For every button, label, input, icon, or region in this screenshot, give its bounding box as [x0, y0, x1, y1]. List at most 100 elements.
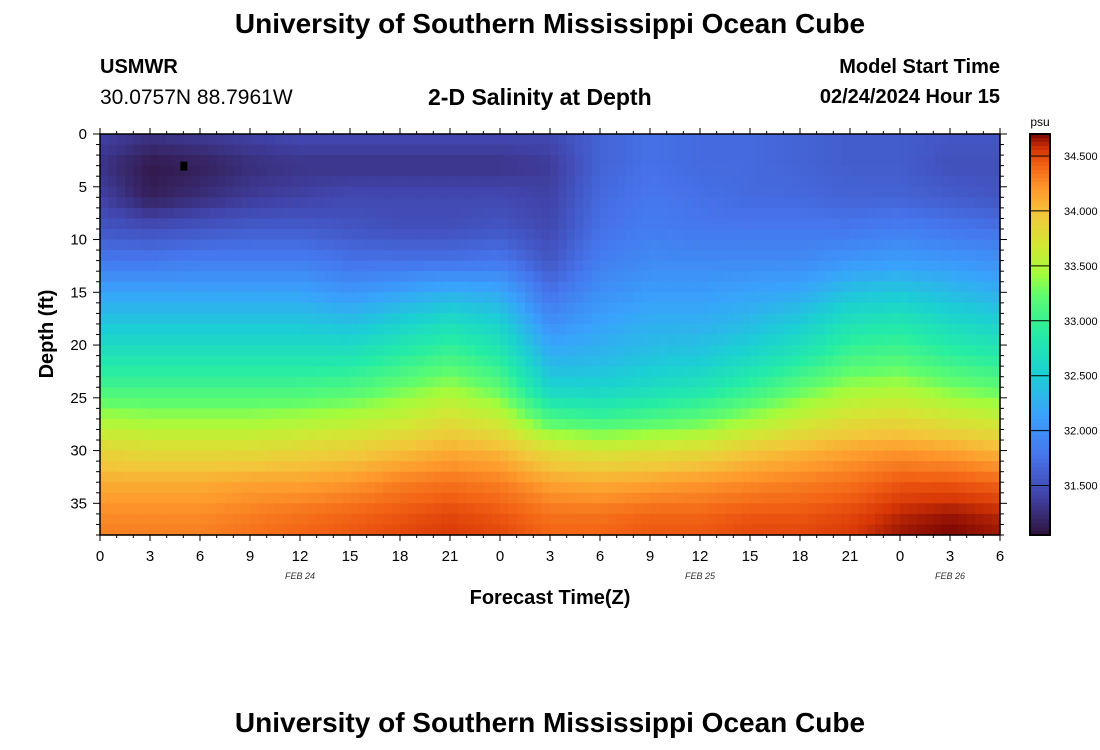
heatmap-cell — [500, 207, 509, 220]
heatmap-cell — [375, 376, 384, 388]
heatmap-cell — [683, 186, 693, 198]
heatmap-cell — [275, 366, 284, 378]
heatmap-cell — [683, 345, 693, 357]
heatmap-cell — [116, 292, 126, 304]
heatmap-cell — [850, 397, 859, 409]
heatmap-cell — [325, 513, 334, 526]
heatmap-cell — [866, 345, 876, 357]
heatmap-cell — [983, 186, 993, 198]
heatmap-cell — [308, 450, 318, 462]
heatmap-cell — [108, 376, 118, 388]
heatmap-cell — [433, 492, 443, 504]
heatmap-cell — [725, 176, 734, 188]
heatmap-cell — [866, 250, 876, 262]
heatmap-cell — [591, 144, 601, 156]
heatmap-cell — [183, 503, 193, 515]
heatmap-cell — [333, 281, 343, 293]
heatmap-cell — [350, 524, 359, 536]
heatmap-cell — [900, 292, 909, 304]
colorbar-swatch — [1030, 158, 1050, 163]
heatmap-cell — [258, 450, 268, 462]
heatmap-cell — [466, 228, 476, 241]
heatmap-cell — [108, 366, 118, 378]
heatmap-cell — [533, 260, 543, 272]
heatmap-cell — [733, 271, 743, 283]
heatmap-cell — [858, 197, 868, 209]
heatmap-cell — [375, 387, 384, 399]
colorbar-swatch — [1030, 378, 1050, 384]
heatmap-cell — [541, 418, 551, 431]
heatmap-cell — [341, 408, 351, 420]
heatmap-cell — [925, 334, 934, 346]
heatmap-cell — [141, 134, 151, 146]
heatmap-cell — [341, 440, 351, 452]
heatmap-cell — [591, 366, 601, 378]
heatmap-cell — [116, 418, 126, 431]
page-title: University of Southern Mississippi Ocean… — [234, 8, 866, 39]
heatmap-cell — [466, 250, 476, 262]
heatmap-cell — [216, 313, 226, 325]
heatmap-cell — [883, 513, 893, 526]
heatmap-cell — [266, 302, 276, 314]
heatmap-cell — [625, 429, 634, 441]
heatmap-cell — [466, 387, 476, 399]
heatmap-cell — [100, 228, 109, 241]
heatmap-cell — [658, 228, 668, 241]
heatmap-cell — [375, 281, 384, 293]
heatmap-cell — [816, 513, 826, 526]
heatmap-cell — [291, 450, 301, 462]
heatmap-cell — [650, 165, 659, 177]
heatmap-cell — [200, 355, 209, 367]
heatmap-cell — [325, 334, 334, 346]
heatmap-cell — [250, 482, 259, 494]
heatmap-cell — [800, 418, 809, 431]
heatmap-cell — [825, 471, 834, 483]
heatmap-cell — [850, 260, 859, 272]
heatmap-cell — [433, 292, 443, 304]
heatmap-cell — [608, 355, 618, 367]
heatmap-cell — [450, 292, 459, 304]
colorbar-swatch — [1030, 434, 1050, 440]
heatmap-cell — [291, 355, 301, 367]
heatmap-cell — [483, 524, 493, 536]
heatmap-cell — [233, 461, 243, 473]
heatmap-cell — [958, 313, 968, 325]
heatmap-cell — [850, 366, 859, 378]
heatmap-cell — [350, 186, 359, 198]
heatmap-cell — [883, 302, 893, 314]
heatmap-cell — [558, 334, 568, 346]
heatmap-cell — [983, 461, 993, 473]
heatmap-cell — [591, 450, 601, 462]
heatmap-cell — [616, 492, 626, 504]
heatmap-cell — [508, 482, 518, 494]
heatmap-cell — [683, 450, 693, 462]
heatmap-cell — [900, 134, 909, 146]
heatmap-cell — [508, 323, 518, 336]
heatmap-cell — [883, 155, 893, 167]
colorbar-swatch — [1030, 302, 1050, 308]
heatmap-cell — [825, 387, 834, 399]
heatmap-cell — [158, 281, 168, 293]
heatmap-cell — [675, 144, 684, 156]
heatmap-cell — [383, 218, 393, 230]
heatmap-cell — [200, 450, 209, 462]
heatmap-cell — [575, 207, 584, 220]
heatmap-cell — [525, 355, 534, 367]
heatmap-cell — [983, 176, 993, 188]
heatmap-cell — [983, 292, 993, 304]
heatmap-cell — [916, 271, 926, 283]
heatmap-cell — [125, 397, 134, 409]
heatmap-cell — [225, 334, 234, 346]
heatmap-cell — [391, 471, 401, 483]
heatmap-cell — [958, 503, 968, 515]
heatmap-cell — [908, 366, 918, 378]
heatmap-cell — [450, 355, 459, 367]
heatmap-cell — [425, 450, 434, 462]
heatmap-cell — [208, 471, 218, 483]
heatmap-cell — [991, 165, 1001, 177]
heatmap-cell — [300, 408, 309, 420]
heatmap-cell — [208, 281, 218, 293]
heatmap-cell — [733, 429, 743, 441]
heatmap-cell — [516, 387, 526, 399]
heatmap-cell — [441, 134, 451, 146]
